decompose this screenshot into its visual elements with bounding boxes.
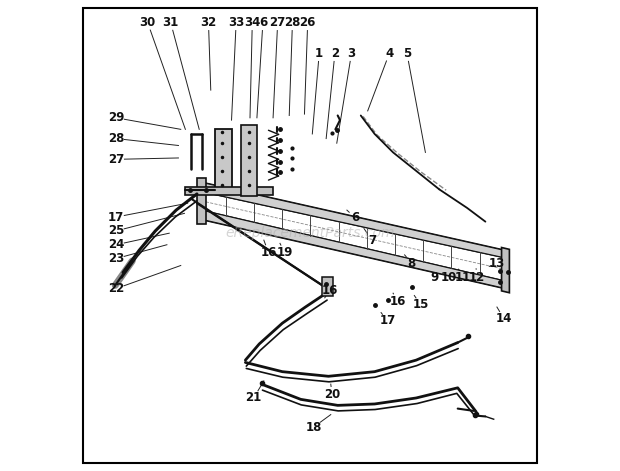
- Text: 29: 29: [108, 111, 125, 124]
- Text: 32: 32: [200, 16, 216, 29]
- Text: 16: 16: [321, 284, 337, 297]
- Text: 9: 9: [430, 270, 439, 284]
- Text: 22: 22: [108, 282, 124, 295]
- Text: 30: 30: [140, 16, 156, 29]
- Text: 17: 17: [108, 211, 124, 224]
- Polygon shape: [197, 178, 206, 224]
- Text: 20: 20: [324, 388, 340, 401]
- Text: 13: 13: [489, 257, 505, 270]
- Text: 16: 16: [260, 246, 277, 259]
- Text: eReplacementParts.com: eReplacementParts.com: [225, 226, 395, 240]
- Text: 27: 27: [270, 16, 286, 29]
- Text: 23: 23: [108, 252, 124, 265]
- Text: 33: 33: [228, 16, 244, 29]
- Text: 17: 17: [379, 314, 396, 327]
- Text: 27: 27: [108, 153, 124, 166]
- Text: 12: 12: [469, 270, 485, 284]
- Polygon shape: [241, 125, 257, 196]
- Text: 2: 2: [331, 47, 339, 60]
- Text: 3: 3: [347, 47, 356, 60]
- Text: 28: 28: [285, 16, 301, 29]
- Text: 24: 24: [108, 238, 125, 251]
- Polygon shape: [215, 130, 231, 194]
- Text: 18: 18: [306, 421, 322, 434]
- Text: 8: 8: [407, 257, 415, 270]
- Text: 15: 15: [412, 298, 429, 311]
- Text: 28: 28: [108, 132, 125, 145]
- Polygon shape: [502, 247, 510, 293]
- Text: 4: 4: [385, 47, 394, 60]
- Text: 7: 7: [368, 234, 376, 247]
- Text: 6: 6: [259, 16, 267, 29]
- Polygon shape: [185, 187, 273, 195]
- Text: 1: 1: [315, 47, 323, 60]
- Polygon shape: [202, 182, 504, 258]
- Text: 5: 5: [403, 47, 411, 60]
- Text: 31: 31: [162, 16, 179, 29]
- Text: 19: 19: [277, 246, 293, 259]
- Text: 34: 34: [244, 16, 260, 29]
- Text: 16: 16: [389, 294, 406, 308]
- Text: 11: 11: [454, 270, 471, 284]
- Text: 26: 26: [299, 16, 316, 29]
- Text: 21: 21: [246, 391, 262, 405]
- Text: 14: 14: [495, 312, 512, 325]
- Polygon shape: [202, 210, 504, 288]
- Text: 6: 6: [351, 211, 360, 225]
- Polygon shape: [322, 277, 333, 295]
- Text: 25: 25: [108, 224, 125, 237]
- Text: 10: 10: [440, 270, 456, 284]
